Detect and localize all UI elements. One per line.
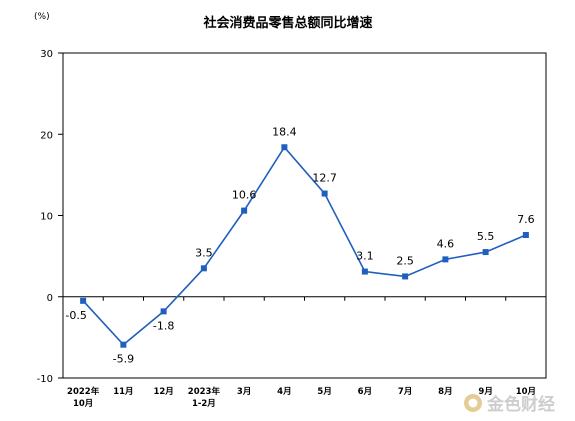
data-point-marker bbox=[482, 249, 489, 256]
x-tick-label: 6月 bbox=[358, 387, 372, 397]
x-tick-label: 3月 bbox=[237, 387, 251, 397]
data-label: -0.5 bbox=[65, 309, 86, 322]
watermark-text: 金色财经 bbox=[486, 394, 555, 415]
data-label: -5.9 bbox=[113, 353, 134, 366]
x-tick-label: 5月 bbox=[317, 387, 331, 397]
x-tick-label: 10月 bbox=[73, 399, 93, 409]
plot-area-frame bbox=[62, 52, 547, 379]
data-point-marker bbox=[361, 268, 368, 275]
x-tick-label: 11月 bbox=[113, 387, 133, 397]
data-label: 4.6 bbox=[437, 237, 455, 250]
x-tick-label: 8月 bbox=[438, 387, 452, 397]
series-line bbox=[82, 145, 527, 346]
data-label: 5.5 bbox=[477, 230, 495, 243]
data-label: 18.4 bbox=[272, 125, 297, 138]
x-tick-label: 1-2月 bbox=[192, 399, 216, 409]
data-labels: -0.5 -5.9 -1.8 3.5 10.6 18.4 12.7 3.1 2.5 4.6 5.5 7… bbox=[65, 125, 534, 365]
data-point-marker bbox=[281, 144, 288, 151]
data-point-marker bbox=[321, 190, 328, 197]
x-axis: 2022年 10月 11月 12月 2023年 1-2月 3月 4月 5月 6月 7月 8月 9月 10月 bbox=[62, 296, 547, 409]
data-label: 10.6 bbox=[232, 189, 257, 202]
x-tick-label: 7月 bbox=[398, 387, 412, 397]
y-tick-label: 20 bbox=[40, 130, 53, 141]
data-point-marker bbox=[200, 265, 207, 272]
x-tick-label: 10月 bbox=[516, 387, 536, 397]
data-label: -1.8 bbox=[153, 319, 174, 332]
data-label: 3.5 bbox=[195, 246, 213, 259]
y-tick-label: 10 bbox=[40, 212, 53, 223]
y-axis-unit: (%) bbox=[34, 12, 50, 22]
data-label: 3.1 bbox=[356, 250, 374, 263]
chart-title: 社会消费品零售总额同比增速 bbox=[202, 15, 372, 31]
data-point-marker bbox=[402, 273, 409, 280]
x-tick-label: 9月 bbox=[478, 387, 492, 397]
data-point-marker bbox=[120, 341, 127, 348]
gold-coin-logo-inner-icon bbox=[468, 398, 478, 408]
data-point-marker bbox=[241, 207, 248, 214]
data-point-marker bbox=[160, 308, 167, 315]
x-tick-label: 2022年 bbox=[67, 386, 100, 397]
y-tick-label: -10 bbox=[37, 374, 53, 385]
x-tick-label: 12月 bbox=[153, 387, 173, 397]
data-point-marker bbox=[442, 256, 449, 263]
data-point-marker bbox=[80, 297, 87, 304]
data-label: 2.5 bbox=[396, 254, 414, 267]
x-tick-label: 2023年 bbox=[188, 386, 221, 397]
y-tick-label: 30 bbox=[40, 49, 53, 60]
data-point-marker bbox=[522, 232, 529, 238]
y-axis: 30 20 10 0 -10 bbox=[37, 49, 63, 385]
watermark: 金色财经 bbox=[464, 394, 555, 415]
data-label: 12.7 bbox=[312, 172, 337, 185]
y-tick-label: 0 bbox=[47, 293, 53, 304]
data-label: 7.6 bbox=[517, 213, 535, 226]
x-tick-label: 4月 bbox=[277, 387, 291, 397]
data-points bbox=[80, 144, 529, 348]
